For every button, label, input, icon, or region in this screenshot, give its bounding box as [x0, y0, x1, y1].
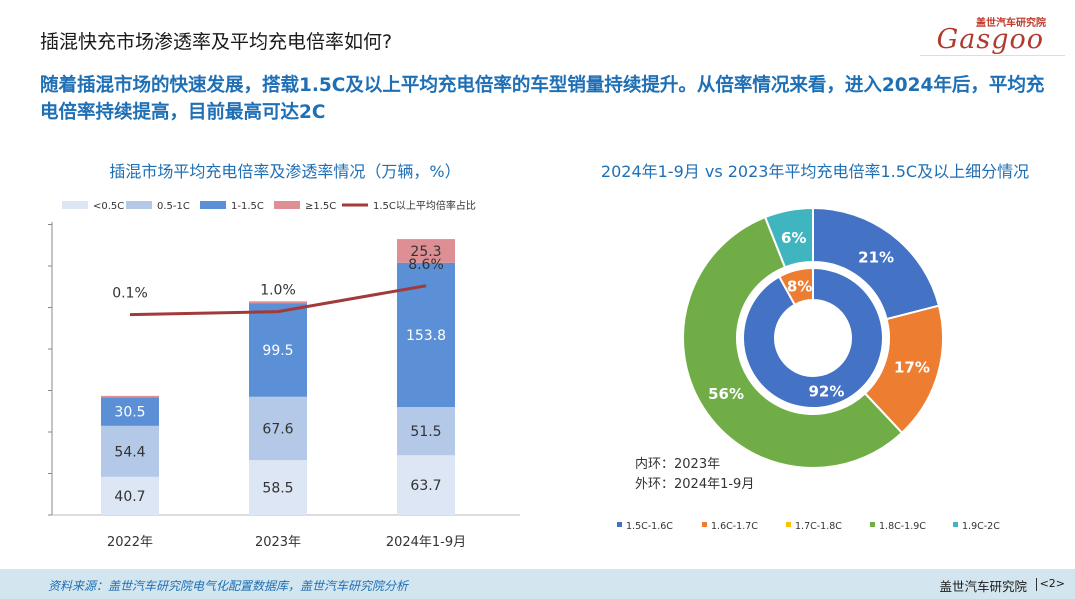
donut-chart-title: 2024年1-9月 vs 2023年平均充电倍率1.5C及以上细分情况: [600, 162, 1030, 181]
bar-chart: <0.5C 0.5-1C 1-1.5C ≥1.5C 1.5C以上平均倍率占比 40.7 54…: [48, 199, 520, 550]
legend-label-0: <0.5C: [93, 201, 124, 212]
logo-top-text: 盖世汽车研究院: [976, 18, 1046, 29]
bar-label-1-1: 67.6: [262, 421, 293, 437]
legend-swatch-3: [274, 201, 300, 209]
inner-slice-1: [777, 266, 814, 307]
bar-1-1: [249, 396, 307, 461]
x-tick-label-2: 2024年1-9月: [386, 535, 466, 550]
bar-2-1: [397, 407, 455, 456]
outer-label-1: 17%: [894, 359, 930, 377]
bar-label-1-0: 58.5: [262, 481, 293, 497]
bar-label-2-1: 51.5: [410, 424, 441, 440]
donut-legend-swatch-3: [870, 522, 875, 527]
donut-legend-swatch-0: [617, 522, 622, 527]
x-tick-label-0: 2022年: [107, 535, 153, 550]
x-tick-label-1: 2023年: [255, 535, 301, 550]
inner-label-1: 8%: [787, 278, 812, 296]
bar-label-0-0: 40.7: [114, 489, 145, 505]
bar-1-2: [249, 303, 307, 397]
legend-label-line: 1.5C以上平均倍率占比: [373, 199, 476, 212]
footer-separator: [1036, 578, 1037, 591]
outer-label-4: 6%: [781, 229, 806, 247]
bar-label-0-1: 54.4: [114, 444, 145, 460]
line-label-0: 0.1%: [112, 286, 148, 302]
bar-label-2-3: 25.3: [410, 244, 441, 260]
footer-brand: 盖世汽车研究院: [939, 579, 1027, 594]
bar-label-2-0: 63.7: [410, 478, 441, 494]
title-divider: [920, 55, 1065, 56]
line-label-2: 8.6%: [408, 257, 444, 273]
bar-label-2-2: 153.8: [406, 328, 446, 344]
ring-note-outer: 外环：2024年1-9月: [635, 477, 754, 492]
logo-main-text: Gasgoo: [936, 24, 1044, 55]
page-title: 插混快充市场渗透率及平均充电倍率如何?: [40, 31, 393, 53]
bar-label-0-2: 30.5: [114, 405, 145, 421]
bar-0-2: [101, 397, 159, 426]
outer-label-0: 21%: [858, 249, 894, 267]
donut-legend-label-2: 1.7C-1.8C: [795, 521, 842, 532]
inner-label-0: 92%: [808, 382, 844, 400]
outer-label-3: 56%: [708, 385, 744, 403]
donut-legend-label-4: 1.9C-2C: [962, 521, 1000, 532]
summary-text: 随着插混市场的快速发展，搭载1.5C及以上平均充电倍率的车型销量持续提升。从倍率…: [40, 75, 1045, 123]
bar-chart-title: 插混市场平均充电倍率及渗透率情况（万辆，%）: [109, 162, 461, 181]
outer-slice-3: [682, 215, 904, 469]
legend-swatch-0: [62, 201, 88, 209]
outer-slice-4: [763, 206, 814, 269]
gasgoo-logo: 盖世汽车研究院 Gasgoo: [936, 14, 1046, 55]
line-label-1: 1.0%: [260, 283, 296, 299]
bar-0-1: [101, 425, 159, 477]
footer-bar: [0, 569, 1075, 599]
line-series: [129, 284, 427, 317]
donut-legend-label-3: 1.8C-1.9C: [879, 521, 926, 532]
donut-legend-label-0: 1.5C-1.6C: [626, 521, 673, 532]
legend-label-1: 0.5-1C: [157, 201, 190, 212]
outer-slice-0: [812, 206, 941, 321]
donut-legend-swatch-4: [953, 522, 958, 527]
footer-source: 资料来源：盖世汽车研究院电气化配置数据库，盖世汽车研究院分析: [48, 579, 409, 593]
legend-swatch-1: [126, 201, 152, 209]
legend-label-2: 1-1.5C: [231, 201, 264, 212]
bar-label-1-2: 99.5: [262, 343, 293, 359]
inner-slice-0: [742, 266, 884, 409]
donut-legend-label-1: 1.6C-1.7C: [711, 521, 758, 532]
donut-legend-swatch-2: [786, 522, 791, 527]
ring-note-inner: 内环：2023年: [635, 456, 720, 472]
bar-2-0: [397, 455, 455, 515]
page-number: <2>: [1039, 577, 1065, 590]
bar-1-3: [249, 301, 307, 304]
bar-1-0: [249, 460, 307, 515]
bar-0-3: [101, 395, 159, 398]
bar-0-0: [101, 476, 159, 515]
legend-label-3: ≥1.5C: [305, 201, 336, 212]
donut-legend-swatch-1: [702, 522, 707, 527]
legend-swatch-2: [200, 201, 226, 209]
bar-2-3: [397, 239, 455, 263]
